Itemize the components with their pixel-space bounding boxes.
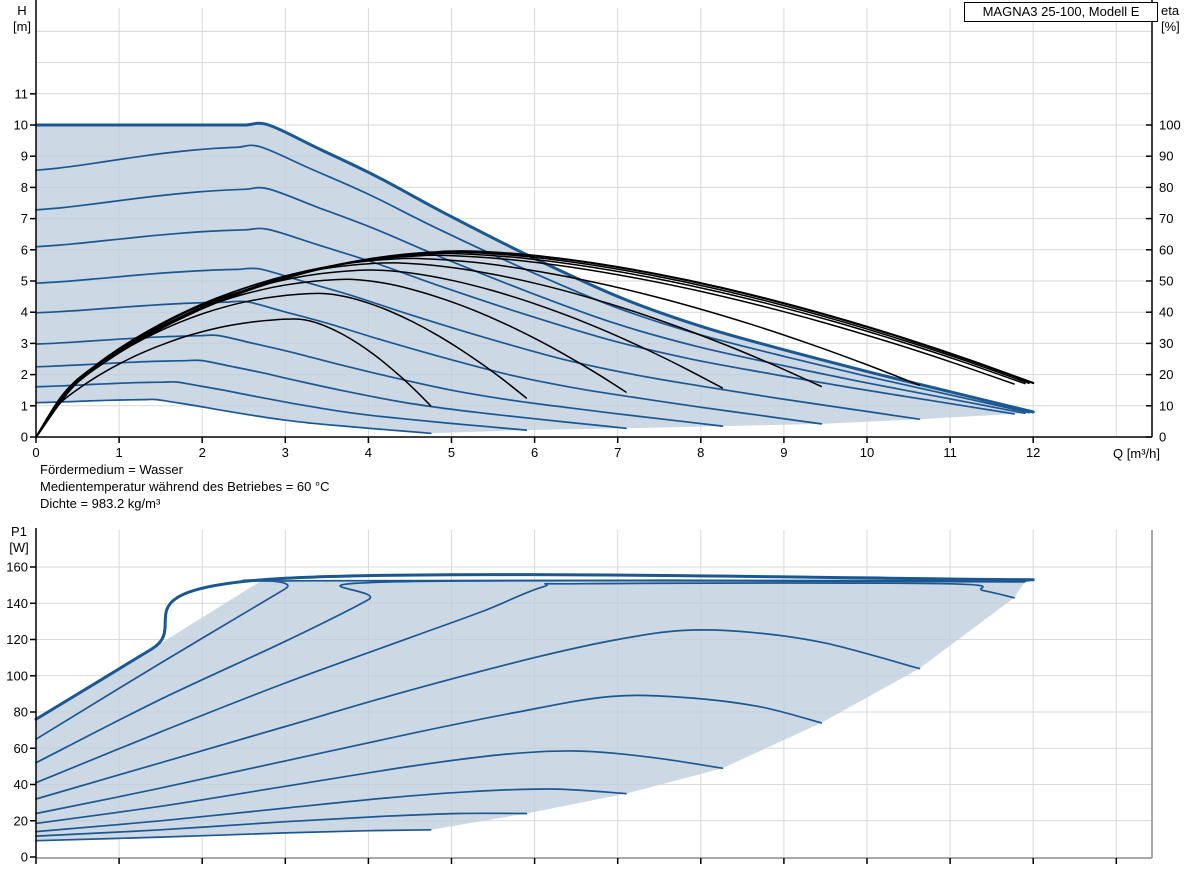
h-axis-label: H [m]: [12, 3, 32, 34]
svg-text:100: 100: [1159, 118, 1181, 133]
svg-text:0: 0: [32, 445, 39, 460]
svg-text:3: 3: [282, 445, 289, 460]
svg-text:4: 4: [21, 305, 28, 320]
p1-chart: 0 20 40 60 80 100 120 140 160: [6, 528, 1153, 865]
svg-text:0: 0: [21, 850, 28, 865]
svg-text:10: 10: [14, 118, 28, 133]
svg-text:5: 5: [448, 445, 455, 460]
svg-text:20: 20: [1159, 367, 1173, 382]
svg-text:0: 0: [21, 430, 28, 445]
svg-text:50: 50: [1159, 274, 1173, 289]
note-temperature: Medientemperatur während des Betriebes =…: [40, 479, 330, 494]
svg-text:0: 0: [1159, 430, 1166, 445]
note-medium: Fördermedium = Wasser: [40, 462, 183, 477]
svg-text:8: 8: [21, 180, 28, 195]
svg-text:5: 5: [21, 274, 28, 289]
svg-text:80: 80: [1159, 180, 1173, 195]
svg-text:6: 6: [21, 242, 28, 257]
svg-text:100: 100: [6, 668, 28, 683]
svg-text:70: 70: [1159, 211, 1173, 226]
svg-text:40: 40: [14, 777, 28, 792]
svg-text:140: 140: [6, 596, 28, 611]
svg-text:11: 11: [15, 86, 29, 101]
svg-text:80: 80: [14, 705, 28, 720]
svg-text:60: 60: [14, 741, 28, 756]
svg-text:9: 9: [21, 149, 28, 164]
svg-text:120: 120: [6, 632, 28, 647]
svg-text:2: 2: [21, 367, 28, 382]
svg-text:30: 30: [1159, 336, 1173, 351]
svg-text:2: 2: [199, 445, 206, 460]
svg-text:8: 8: [697, 445, 704, 460]
svg-text:40: 40: [1159, 305, 1173, 320]
eta-axis-label: eta [%]: [1161, 3, 1180, 34]
svg-text:7: 7: [614, 445, 621, 460]
note-density: Dichte = 983.2 kg/m³: [40, 496, 161, 511]
q-axis-label: Q [m³/h]: [1113, 446, 1160, 461]
svg-text:10: 10: [860, 445, 874, 460]
p1-axis-label: P1 [W]: [9, 524, 29, 555]
svg-text:1: 1: [21, 398, 28, 413]
svg-text:20: 20: [14, 813, 28, 828]
svg-text:90: 90: [1159, 149, 1173, 164]
svg-text:11: 11: [943, 445, 957, 460]
svg-text:10: 10: [1159, 398, 1173, 413]
svg-text:4: 4: [365, 445, 372, 460]
svg-text:60: 60: [1159, 242, 1173, 257]
operating-conditions: Fördermedium = Wasser Medientemperatur w…: [40, 461, 330, 512]
svg-text:7: 7: [21, 211, 28, 226]
svg-text:1: 1: [115, 445, 122, 460]
pump-model-title: MAGNA3 25-100, Modell E: [964, 2, 1158, 22]
svg-text:12: 12: [1026, 445, 1040, 460]
svg-text:3: 3: [21, 336, 28, 351]
svg-text:160: 160: [6, 560, 28, 575]
svg-text:6: 6: [531, 445, 538, 460]
svg-text:9: 9: [780, 445, 787, 460]
